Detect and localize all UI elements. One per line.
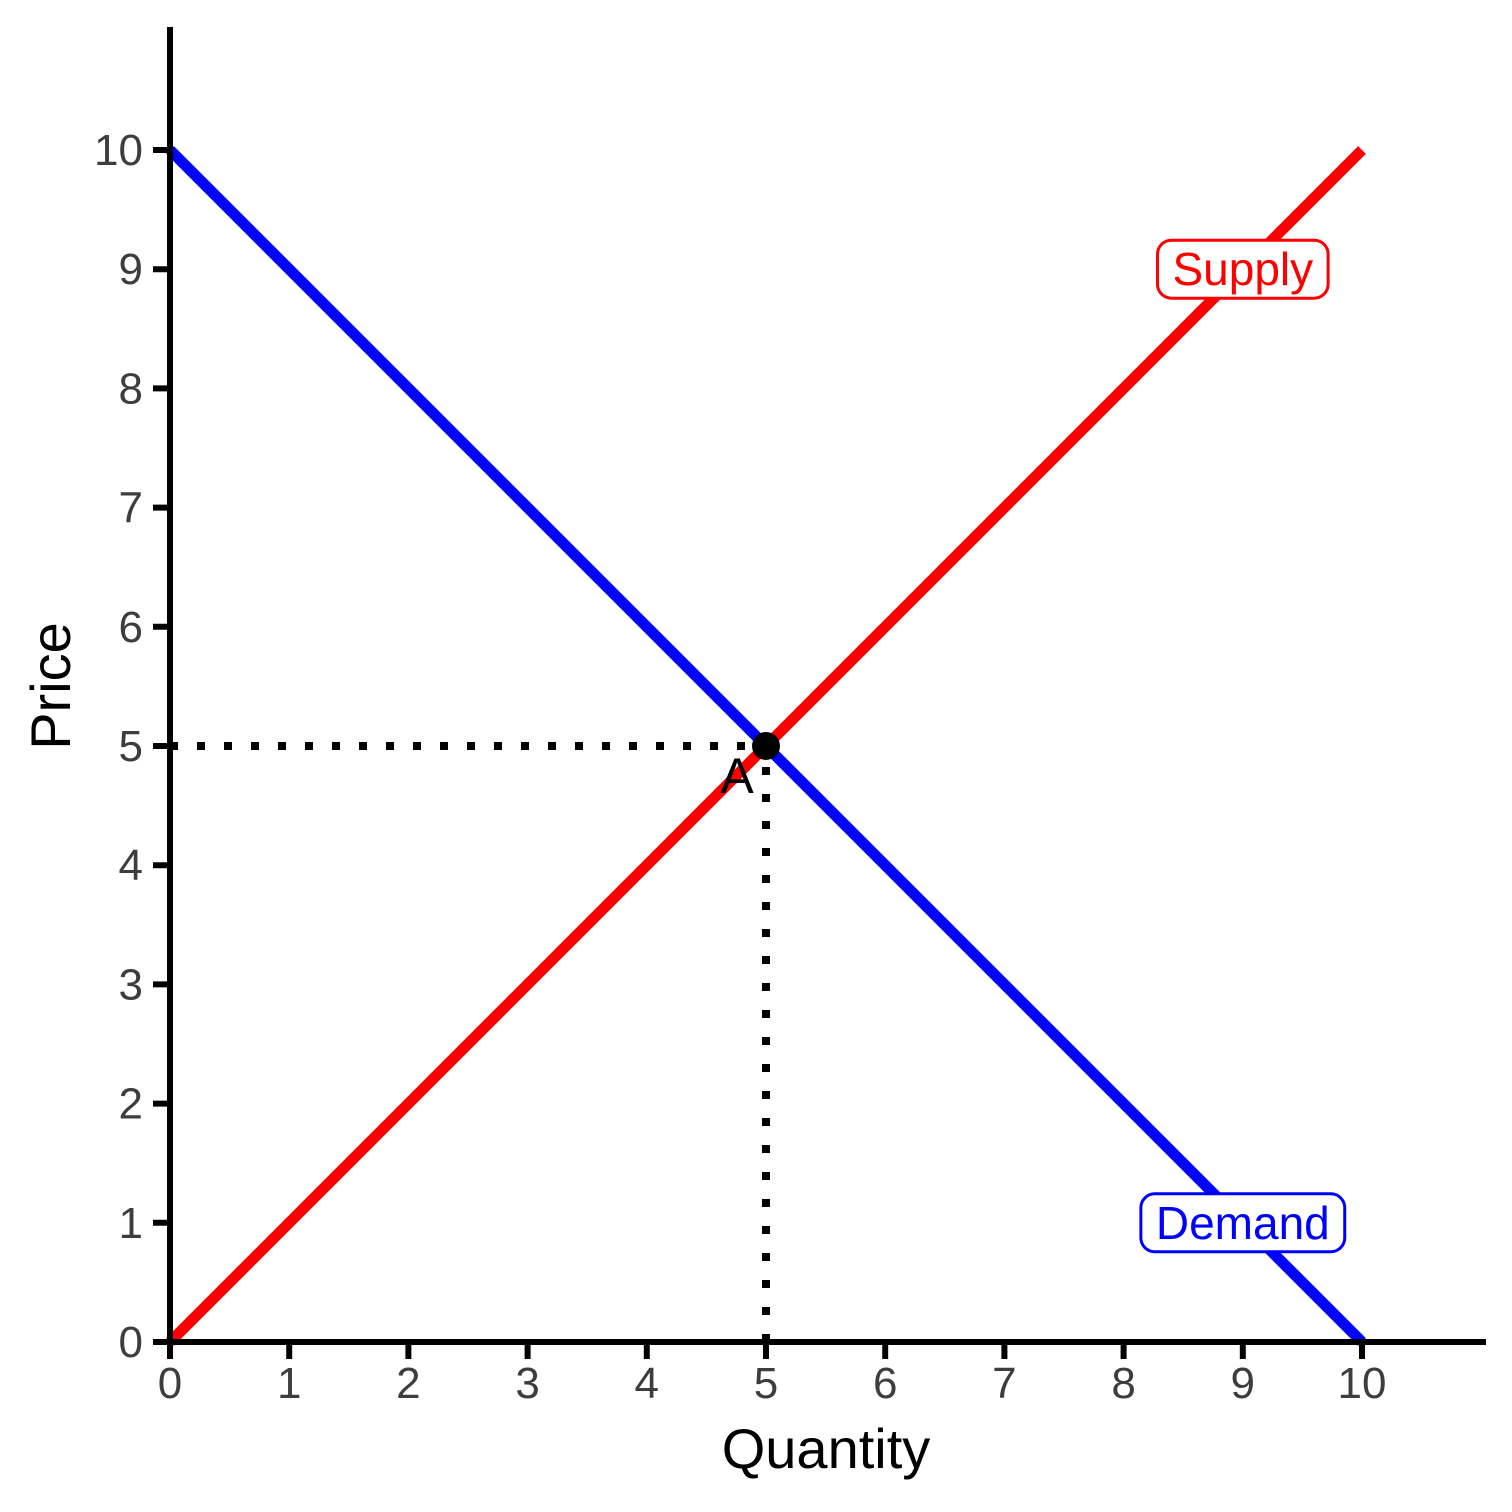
x-tick-label: 3 bbox=[515, 1359, 539, 1408]
x-tick-label: 2 bbox=[396, 1359, 420, 1408]
y-tick-label: 6 bbox=[119, 603, 143, 652]
supply-label-box bbox=[1155, 238, 1330, 300]
y-tick-label: 8 bbox=[119, 364, 143, 413]
y-ticks: 0 1 2 3 4 5 6 7 8 9 10 bbox=[94, 126, 170, 1367]
x-tick-label: 4 bbox=[635, 1359, 659, 1408]
y-tick-label: 3 bbox=[119, 960, 143, 1009]
supply-label-text: Supply bbox=[1172, 243, 1313, 295]
x-tick-label: 1 bbox=[277, 1359, 301, 1408]
guide-lines bbox=[170, 742, 770, 1342]
y-tick-label: 5 bbox=[119, 722, 143, 771]
demand-label-text: Demand bbox=[1156, 1197, 1330, 1249]
x-tick-label: 5 bbox=[754, 1359, 778, 1408]
equilibrium-label: A bbox=[720, 748, 754, 804]
series-label-boxes: Supply Demand bbox=[1139, 238, 1347, 1254]
y-tick-label: 4 bbox=[119, 841, 143, 890]
x-axis-title: Quantity bbox=[722, 1417, 931, 1480]
equilibrium-marker: A bbox=[720, 732, 780, 804]
demand-label: Demand bbox=[1139, 1192, 1347, 1254]
y-tick-label: 0 bbox=[119, 1318, 143, 1367]
x-tick-label: 10 bbox=[1338, 1359, 1387, 1408]
demand-label-box bbox=[1139, 1192, 1347, 1254]
axes bbox=[164, 27, 1486, 1348]
y-tick-label: 1 bbox=[119, 1199, 143, 1248]
equilibrium-point bbox=[752, 732, 780, 760]
x-tick-label: 7 bbox=[992, 1359, 1016, 1408]
y-tick-label: 10 bbox=[94, 126, 143, 175]
x-ticks: 0 1 2 3 4 5 6 7 8 9 10 bbox=[158, 1342, 1387, 1408]
x-tick-label: 9 bbox=[1231, 1359, 1255, 1408]
y-tick-label: 7 bbox=[119, 484, 143, 533]
y-axis-title: Price bbox=[19, 622, 82, 750]
y-tick-label: 9 bbox=[119, 245, 143, 294]
x-tick-label: 8 bbox=[1111, 1359, 1135, 1408]
y-tick-label: 2 bbox=[119, 1080, 143, 1129]
x-tick-label: 6 bbox=[873, 1359, 897, 1408]
supply-label: Supply bbox=[1155, 238, 1330, 300]
x-tick-label: 0 bbox=[158, 1359, 182, 1408]
